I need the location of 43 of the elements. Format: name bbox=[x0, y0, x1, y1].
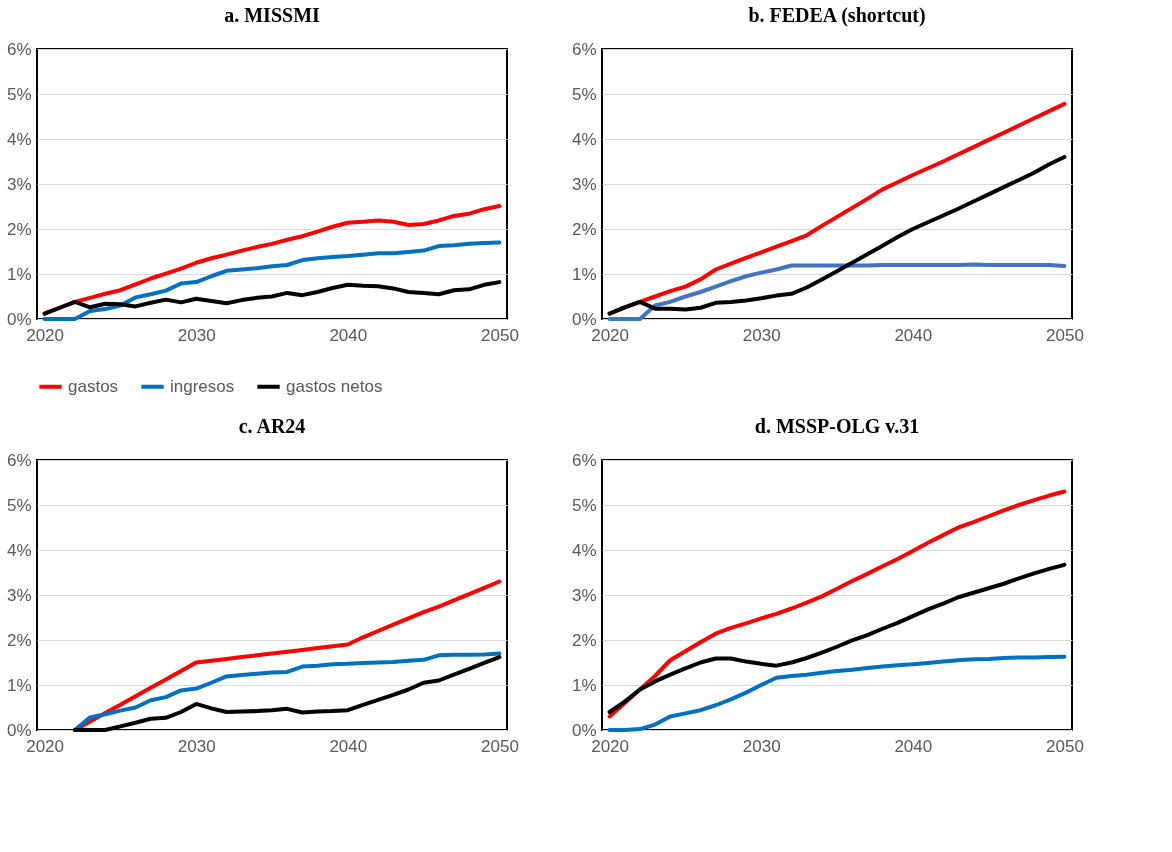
chart-title: d. MSSP-OLG v.31 bbox=[754, 415, 920, 437]
x-tick-label: 2050 bbox=[481, 325, 519, 345]
x-tick-label: 2040 bbox=[329, 325, 368, 345]
y-tick-label: 4% bbox=[6, 540, 32, 560]
y-tick-label: 4% bbox=[571, 129, 597, 149]
y-tick-label: 3% bbox=[6, 174, 32, 194]
y-tick-label: 6% bbox=[571, 39, 597, 59]
y-tick-label: 2% bbox=[571, 219, 597, 239]
y-tick-label: 5% bbox=[6, 84, 32, 104]
y-tick-label: 3% bbox=[571, 585, 597, 605]
chart-title: b. FEDEA (shortcut) bbox=[748, 4, 926, 27]
x-tick-label: 2050 bbox=[1046, 325, 1084, 345]
x-tick-label: 2030 bbox=[177, 736, 216, 756]
y-tick-label: 2% bbox=[6, 219, 32, 239]
x-tick-label: 2030 bbox=[742, 325, 781, 345]
legend-label: gastos bbox=[68, 376, 119, 396]
chart-title: c. AR24 bbox=[238, 415, 306, 437]
legend-label: ingresos bbox=[170, 376, 235, 396]
y-tick-label: 3% bbox=[571, 174, 597, 194]
y-tick-label: 4% bbox=[6, 129, 32, 149]
x-tick-label: 2040 bbox=[894, 736, 933, 756]
y-tick-label: 1% bbox=[6, 264, 32, 284]
x-tick-label: 2050 bbox=[1046, 736, 1084, 756]
y-tick-label: 4% bbox=[571, 540, 597, 560]
y-tick-label: 1% bbox=[6, 675, 32, 695]
y-tick-label: 5% bbox=[571, 84, 597, 104]
x-tick-label: 2030 bbox=[177, 325, 216, 345]
x-tick-label: 2040 bbox=[894, 325, 933, 345]
legend-label: gastos netos bbox=[286, 376, 383, 396]
x-tick-label: 2050 bbox=[481, 736, 519, 756]
x-tick-label: 2030 bbox=[742, 736, 781, 756]
y-tick-label: 5% bbox=[6, 495, 32, 515]
y-tick-label: 6% bbox=[571, 450, 597, 470]
y-tick-label: 6% bbox=[6, 39, 32, 59]
y-tick-label: 1% bbox=[571, 675, 597, 695]
y-tick-label: 2% bbox=[6, 630, 32, 650]
y-tick-label: 6% bbox=[6, 450, 32, 470]
y-tick-label: 2% bbox=[571, 630, 597, 650]
x-tick-label: 2040 bbox=[329, 736, 368, 756]
y-tick-label: 5% bbox=[571, 495, 597, 515]
y-tick-label: 3% bbox=[6, 585, 32, 605]
chart-title: a. MISSMI bbox=[224, 4, 320, 26]
y-tick-label: 1% bbox=[571, 264, 597, 284]
